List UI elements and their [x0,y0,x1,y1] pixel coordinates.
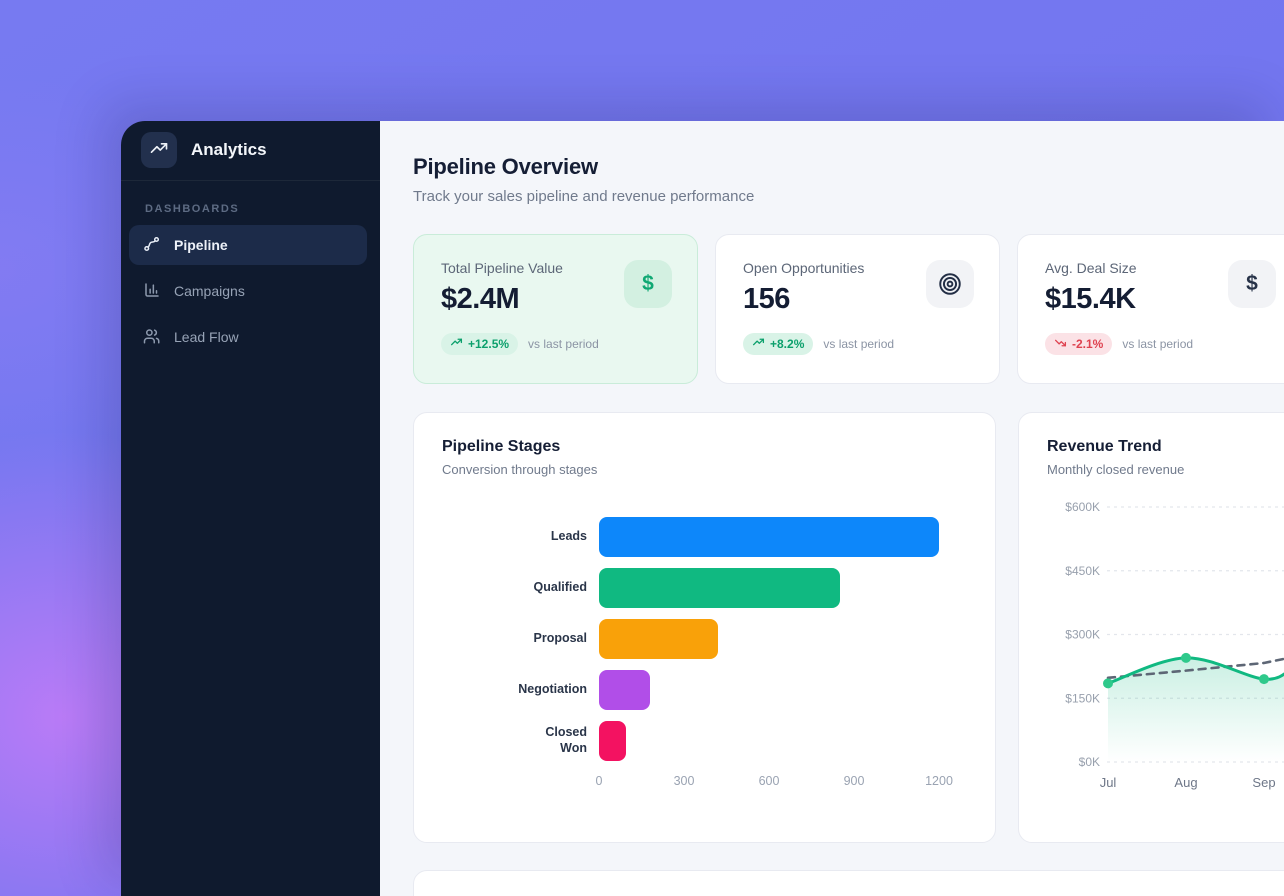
trending-up-icon [149,138,169,163]
comparison-label: vs last period [823,337,895,351]
nav-section-label: DASHBOARDS [145,203,240,215]
kpi-label: Avg. Deal Size [1045,260,1137,276]
x-tick: 300 [673,774,695,788]
delta-value: -2.1% [1072,337,1104,351]
sidebar-item-lead-flow[interactable]: Lead Flow [129,317,367,357]
svg-text:Jul: Jul [1100,775,1117,790]
x-axis: 0 300 600 900 1200 [442,774,967,792]
x-tick: 1200 [925,774,953,788]
bar-closed-won[interactable] [599,721,626,761]
chart-subtitle: Monthly closed revenue [1047,462,1185,477]
app-name: Analytics [191,140,267,159]
bar-label: Leads [550,529,587,544]
svg-text:$150K: $150K [1065,691,1100,705]
bar-chart-icon [143,281,161,302]
app-window: Analytics DASHBOARDS Pipeline Campaigns [121,121,1284,896]
target-icon [926,260,974,308]
logo-box [141,132,177,168]
chart-subtitle: Conversion through stages [442,462,598,477]
bar-label: Qualified [533,580,587,595]
bar-label: Proposal [533,631,588,646]
svg-text:Sep: Sep [1252,775,1275,790]
analytics-logo: Analytics [121,121,380,181]
kpi-label: Total Pipeline Value [441,260,563,276]
kpi-value: 156 [743,283,790,315]
bar-chart: Leads Qualified Proposal Negotiation [442,517,967,792]
chart-title: Revenue Trend [1047,438,1162,455]
page-title: Pipeline Overview [413,154,598,179]
kpi-value: $15.4K [1045,283,1136,315]
page-subtitle: Track your sales pipeline and revenue pe… [413,188,755,205]
dollar-icon: $ [624,260,672,308]
bar-row-qualified: Qualified [442,568,967,608]
kpi-card-total-pipeline-value[interactable]: Total Pipeline Value $2.4M +12.5% vs las… [413,234,698,384]
svg-text:Aug: Aug [1174,775,1197,790]
trending-up-icon [450,336,463,352]
kpi-value: $2.4M [441,283,520,315]
x-tick: 600 [758,774,780,788]
sidebar: Analytics DASHBOARDS Pipeline Campaigns [121,121,380,896]
bar-row-closed-won: Closed Won [442,721,967,761]
trend-badge: +8.2% [743,333,814,355]
sidebar-item-label: Pipeline [174,237,228,253]
delta-value: +8.2% [770,337,805,351]
svg-text:$450K: $450K [1065,564,1100,578]
kpi-card-open-opportunities[interactable]: Open Opportunities 156 +8.2% vs last per… [715,234,1000,384]
users-icon [143,327,161,348]
bar-leads[interactable] [599,517,939,557]
comparison-label: vs last period [528,337,599,351]
bar-qualified[interactable] [599,568,840,608]
bar-row-leads: Leads [442,517,967,557]
bar-proposal[interactable] [599,619,718,659]
charts-row: Pipeline Stages Conversion through stage… [413,412,1284,843]
kpi-row: Total Pipeline Value $2.4M +12.5% vs las… [413,234,1284,384]
svg-text:$0K: $0K [1079,755,1100,769]
dollar-icon: $ [1228,260,1276,308]
bar-label: Closed Won [545,725,587,755]
trending-down-icon [1054,336,1067,352]
partial-card [413,870,1284,896]
route-icon [143,235,161,256]
trend-badge: -2.1% [1045,333,1113,355]
sidebar-item-campaigns[interactable]: Campaigns [129,271,367,311]
trending-up-icon [752,336,765,352]
x-tick: 0 [595,774,603,788]
bar-row-negotiation: Negotiation [442,670,967,710]
bar-negotiation[interactable] [599,670,650,710]
main-content: Pipeline Overview Track your sales pipel… [380,121,1284,896]
sidebar-item-label: Lead Flow [174,329,239,345]
x-tick: 900 [843,774,865,788]
delta-value: +12.5% [468,337,510,351]
bar-label: Negotiation [518,682,587,697]
svg-text:$300K: $300K [1065,628,1100,642]
revenue-trend-card: Revenue Trend Monthly closed revenue $60… [1018,412,1284,843]
sidebar-item-pipeline[interactable]: Pipeline [129,225,367,265]
bar-row-proposal: Proposal [442,619,967,659]
comparison-label: vs last period [1122,337,1194,351]
chart-title: Pipeline Stages [442,438,561,455]
sidebar-item-label: Campaigns [174,283,245,299]
kpi-card-avg-deal-size[interactable]: Avg. Deal Size $15.4K -2.1% vs last peri… [1017,234,1284,384]
trend-badge: +12.5% [441,333,519,355]
svg-text:$600K: $600K [1065,500,1100,514]
kpi-label: Open Opportunities [743,260,865,276]
pipeline-stages-card: Pipeline Stages Conversion through stage… [413,412,996,843]
